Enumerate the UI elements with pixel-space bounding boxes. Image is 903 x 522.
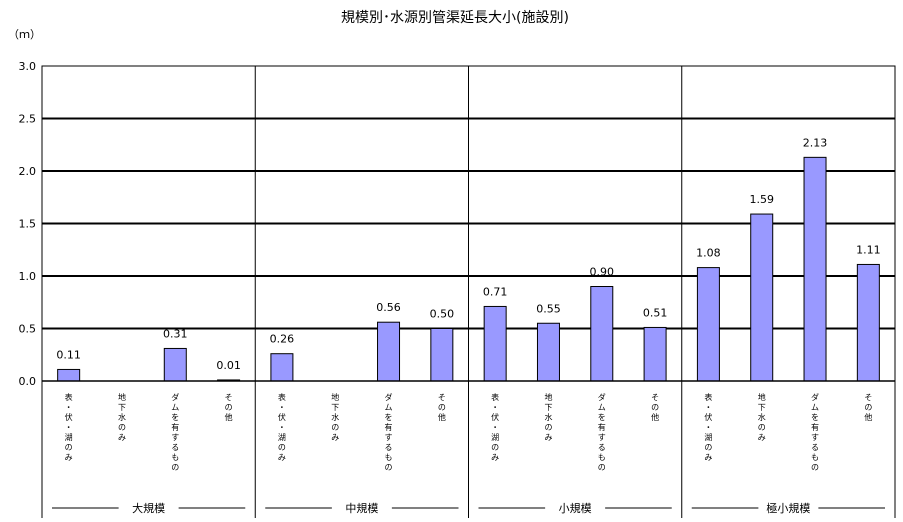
data-label: 1.08 [696, 247, 721, 260]
bar [536, 322, 560, 382]
group-label: 大規模 [132, 501, 165, 515]
category-label: 地下水のみ [544, 392, 552, 442]
bar [57, 368, 81, 382]
data-label: 0.56 [376, 301, 401, 314]
group-label-bg [758, 500, 819, 516]
labels: 0.0 0.5 1.0 1.5 2.0 2.5 3.0 大規模 0.11 表・伏・湖のみ 地下水のみ… [19, 60, 881, 516]
data-label: 0.11 [56, 348, 81, 361]
bar [590, 286, 614, 382]
category-label: 地下水のみ [118, 392, 126, 442]
y-tick-label: 3.0 [19, 60, 37, 73]
group-label-bg [331, 500, 392, 516]
data-label: 0.50 [430, 308, 455, 321]
data-label: 0.55 [536, 302, 561, 315]
y-tick-label: 2.0 [19, 165, 37, 178]
category-label: その他 [864, 393, 872, 422]
category-label: ダムを有するもの [811, 392, 819, 472]
category-label: その他 [438, 393, 446, 422]
category-label: その他 [651, 393, 659, 422]
group-label: 小規模 [559, 501, 592, 515]
bar [803, 156, 827, 382]
y-tick-label: 0.5 [19, 323, 37, 336]
group-label: 中規模 [345, 501, 378, 515]
bar [377, 321, 401, 382]
bar [270, 353, 294, 382]
category-label: ダムを有するもの [171, 392, 179, 472]
group-label-bg [118, 500, 179, 516]
bar [856, 263, 880, 382]
data-label: 0.51 [643, 306, 668, 319]
category-label: 表・伏・湖のみ [491, 392, 499, 462]
category-label: ダムを有するもの [598, 392, 606, 472]
y-tick-label: 1.0 [19, 270, 37, 283]
category-label: 表・伏・湖のみ [65, 392, 73, 462]
data-label: 1.11 [856, 243, 881, 256]
bar [483, 305, 507, 382]
category-label: 地下水のみ [331, 392, 339, 442]
bar [163, 347, 187, 382]
data-label: 0.90 [590, 266, 615, 279]
data-label: 1.59 [749, 193, 774, 206]
bar [430, 328, 454, 382]
y-tick-label: 2.5 [19, 113, 37, 126]
bar [643, 326, 667, 382]
category-label: 表・伏・湖のみ [278, 392, 286, 462]
axes [41, 65, 896, 518]
category-label: ダムを有するもの [385, 392, 393, 472]
group-label-bg [545, 500, 606, 516]
data-label: 0.71 [483, 285, 508, 298]
group-label: 極小規模 [766, 501, 810, 515]
category-label: その他 [225, 393, 233, 422]
bars [57, 156, 880, 382]
category-label: 表・伏・湖のみ [704, 392, 712, 462]
y-axis-unit: （ｍ） [8, 28, 41, 41]
data-label: 0.01 [216, 359, 241, 372]
chart-title: 規模別･水源別管渠延長大小(施設別) [341, 10, 569, 26]
y-tick-label: 1.5 [19, 218, 37, 231]
data-label: 0.26 [270, 333, 295, 346]
bar [696, 267, 720, 382]
data-label: 2.13 [803, 136, 828, 149]
category-label: 地下水のみ [758, 392, 766, 442]
data-label: 0.31 [163, 327, 188, 340]
y-tick-label: 0.0 [19, 375, 37, 388]
bar [750, 213, 774, 382]
